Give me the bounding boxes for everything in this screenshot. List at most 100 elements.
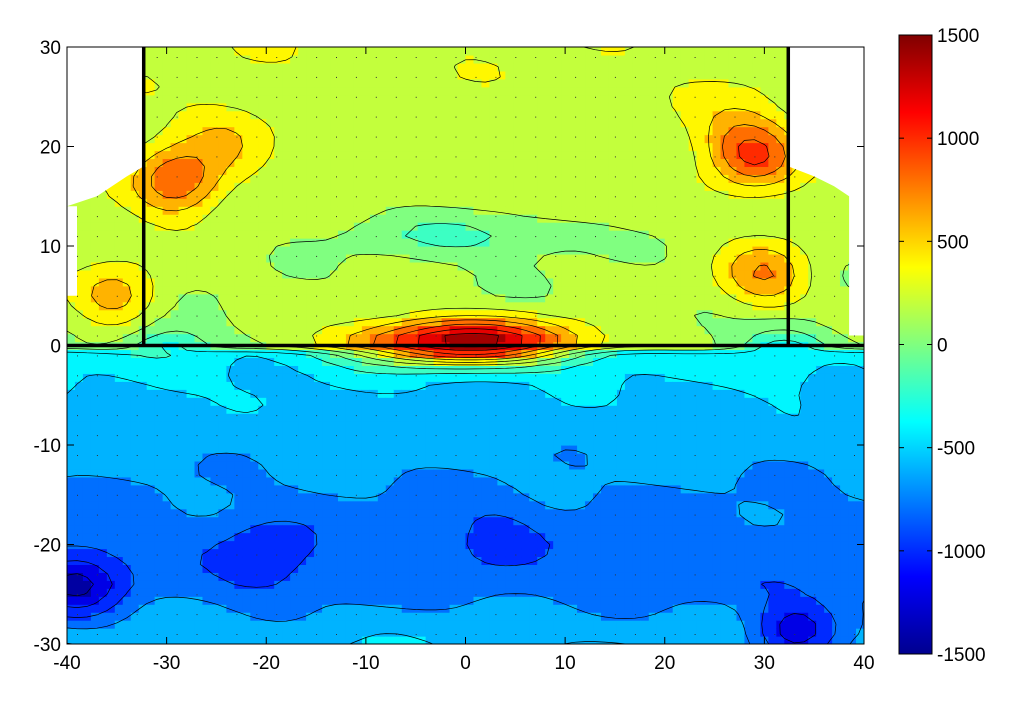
contour-cell: [322, 556, 331, 565]
contour-cell: [497, 516, 506, 526]
contour-cell: [306, 405, 315, 414]
contour-cell: [505, 253, 514, 263]
contour-cell: [529, 166, 538, 175]
contour-cell: [154, 118, 164, 128]
contour-cell: [457, 628, 467, 637]
contour-cell: [481, 150, 491, 160]
contour-cell: [417, 468, 427, 478]
contour-cell: [513, 421, 522, 430]
contour-cell: [242, 309, 251, 319]
contour-cell: [433, 548, 443, 558]
contour-cell: [385, 373, 395, 382]
contour-cell: [505, 429, 514, 438]
contour-cell: [242, 413, 251, 422]
contour-cell: [337, 484, 347, 494]
contour-cell: [513, 325, 522, 335]
contour-cell: [457, 524, 467, 534]
contour-cell: [481, 628, 491, 637]
contour-cell: [82, 572, 92, 581]
contour-cell: [242, 540, 251, 550]
contour-cell: [465, 405, 475, 414]
contour-cell: [457, 381, 467, 390]
contour-cell: [441, 301, 451, 311]
contour-cell: [194, 405, 204, 414]
contour-cell: [425, 349, 435, 359]
contour-cell: [330, 86, 339, 96]
contour-cell: [369, 612, 379, 621]
contour-cell: [146, 540, 156, 550]
contour-cell: [242, 397, 251, 406]
contour-cell: [433, 452, 443, 462]
contour-cell: [210, 540, 220, 550]
contour-cell: [497, 333, 506, 343]
contour-cell: [441, 134, 451, 144]
contour-cell: [170, 78, 180, 88]
contour-cell: [306, 612, 315, 621]
contour-cell: [194, 373, 204, 382]
contour-cell: [353, 277, 363, 287]
contour-cell: [114, 222, 124, 231]
contour-cell: [154, 349, 164, 359]
contour-cell: [130, 484, 140, 494]
contour-cell: [194, 572, 204, 581]
contour-cell: [178, 333, 188, 343]
contour-cell: [337, 445, 347, 454]
contour-cell: [178, 604, 188, 613]
contour-cell: [186, 214, 196, 223]
contour-cell: [194, 285, 204, 295]
contour-cell: [553, 373, 562, 382]
contour-cell: [393, 349, 403, 359]
contour-cell: [202, 214, 212, 223]
contour-cell: [457, 102, 467, 112]
contour-cell: [569, 261, 578, 271]
contour-cell: [369, 516, 379, 526]
contour-cell: [306, 118, 315, 128]
contour-cell: [82, 357, 92, 366]
contour-cell: [481, 397, 491, 406]
contour-cell: [306, 269, 315, 279]
contour-cell: [585, 413, 594, 422]
contour-cell: [298, 373, 307, 382]
contour-cell: [234, 524, 243, 534]
contour-cell: [74, 325, 84, 335]
contour-cell: [322, 460, 331, 470]
contour-cell: [194, 452, 204, 462]
contour-cell: [106, 620, 116, 629]
contour-cell: [250, 516, 259, 526]
contour-cell: [521, 182, 530, 191]
contour-cell: [489, 508, 498, 518]
contour-cell: [170, 134, 180, 144]
contour-cell: [202, 238, 212, 247]
contour-cell: [242, 381, 251, 390]
contour-cell: [361, 182, 371, 191]
contour-cell: [194, 238, 204, 247]
contour-cell: [497, 325, 506, 335]
contour-cell: [417, 102, 427, 112]
contour-cell: [561, 357, 570, 366]
contour-cell: [130, 508, 140, 518]
contour-cell: [170, 126, 180, 136]
contour-cell: [290, 580, 299, 589]
contour-cell: [393, 500, 403, 510]
contour-cell: [345, 484, 355, 494]
contour-cell: [234, 261, 243, 271]
contour-cell: [210, 126, 220, 136]
contour-cell: [218, 222, 227, 231]
contour-cell: [186, 301, 196, 311]
contour-cell: [194, 47, 204, 56]
contour-cell: [130, 174, 140, 183]
contour-cell: [330, 548, 339, 558]
contour-cell: [274, 190, 283, 199]
contour-cell: [369, 166, 379, 175]
contour-cell: [545, 102, 554, 112]
contour-cell: [178, 230, 188, 239]
contour-cell: [130, 349, 140, 359]
contour-cell: [114, 476, 124, 486]
contour-cell: [393, 620, 403, 629]
contour-cell: [306, 381, 315, 390]
contour-cell: [114, 325, 124, 335]
contour-cell: [266, 214, 275, 223]
contour-cell: [290, 277, 299, 287]
contour-cell: [585, 612, 594, 621]
contour-cell: [234, 468, 243, 478]
